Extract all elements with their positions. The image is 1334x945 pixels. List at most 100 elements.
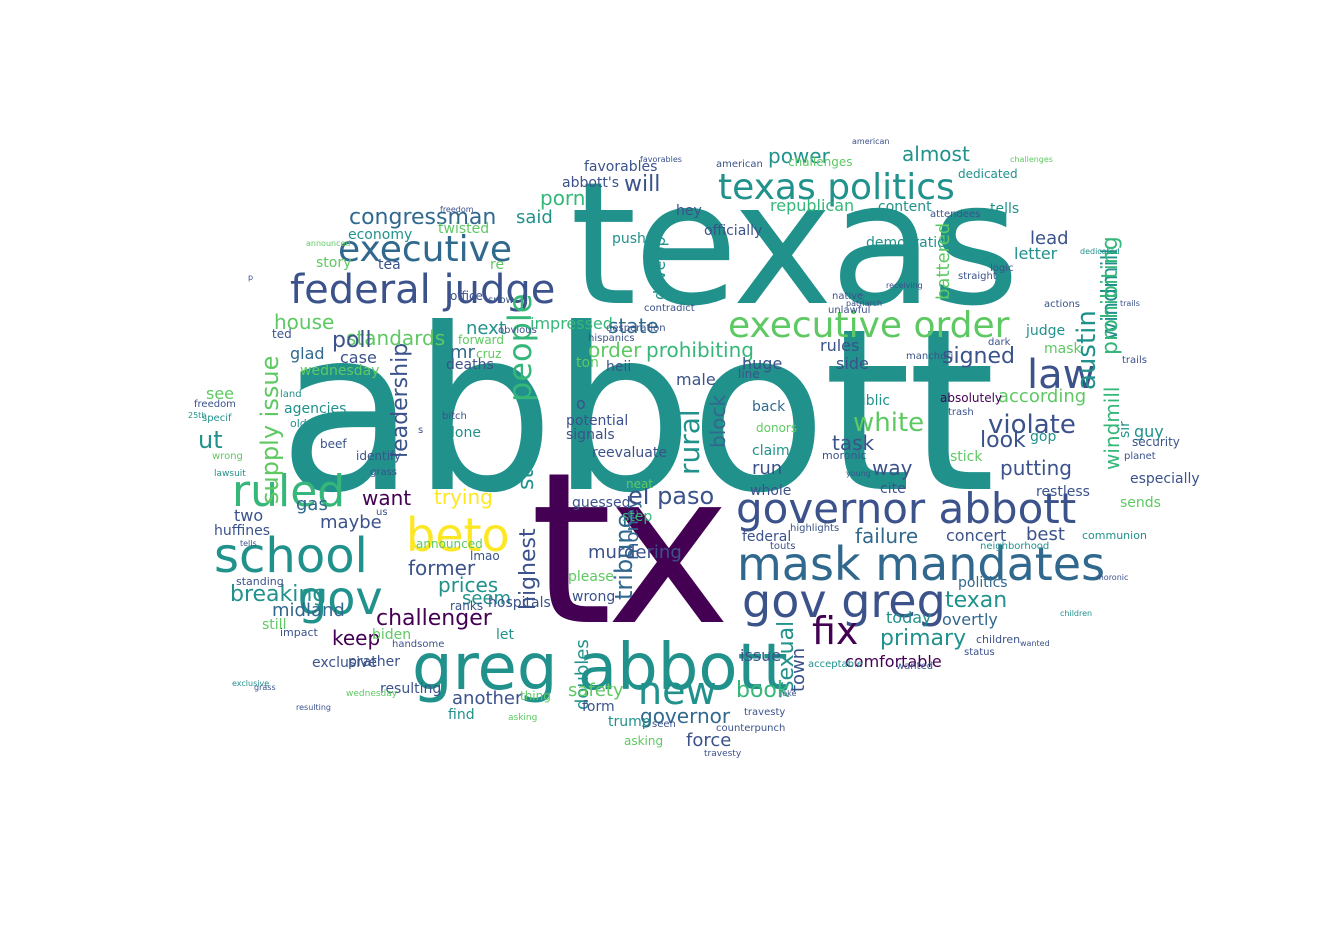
- cloud-word: el paso: [628, 482, 715, 510]
- cloud-word: force: [686, 730, 732, 751]
- cloud-word: governor abbott: [736, 484, 1077, 533]
- cloud-word: still: [262, 617, 287, 633]
- cloud-word: desperation: [606, 323, 666, 334]
- cloud-word: almost: [902, 142, 970, 166]
- cloud-word: today: [886, 608, 932, 627]
- cloud-word: huge: [742, 354, 783, 373]
- cloud-word: grass: [254, 683, 276, 692]
- cloud-word: tx: [530, 427, 731, 672]
- cloud-word: deaths: [446, 357, 494, 373]
- cloud-word: status: [964, 647, 995, 658]
- cloud-word: politics: [958, 575, 1008, 591]
- cloud-word: heii: [606, 359, 632, 375]
- cloud-word: challenges: [788, 155, 853, 169]
- cloud-word: restless: [1036, 484, 1090, 500]
- cloud-word: contradict: [644, 303, 695, 314]
- cloud-word: potential: [566, 413, 629, 429]
- cloud-word: young: [846, 469, 871, 478]
- cloud-word: receiving: [886, 281, 923, 290]
- cloud-word: want: [362, 486, 412, 510]
- cloud-word: s: [418, 425, 424, 436]
- cloud-word: texan: [945, 588, 1008, 613]
- cloud-word: please: [568, 569, 614, 585]
- cloud-word: mask: [1044, 341, 1082, 357]
- cloud-word: claims: [752, 443, 797, 459]
- cloud-word: absolutely: [940, 391, 1003, 405]
- cloud-word: handsome: [392, 639, 445, 650]
- cloud-word: task: [832, 431, 875, 455]
- cloud-word: line: [738, 367, 760, 381]
- cloud-word: 25th: [188, 411, 207, 420]
- cloud-word: concert: [946, 526, 1007, 545]
- cloud-word: republican: [770, 196, 855, 215]
- cloud-word: st: [514, 469, 539, 490]
- cloud-word: executive order: [728, 305, 1010, 346]
- cloud-word: democratic: [866, 235, 945, 251]
- cloud-word: power: [768, 144, 830, 168]
- cloud-word: case: [340, 348, 377, 367]
- cloud-word: land: [280, 389, 302, 400]
- cloud-word: ton: [576, 355, 599, 371]
- cloud-word: mask mandates: [737, 537, 1106, 591]
- cloud-word: wrong: [212, 451, 243, 462]
- cloud-word: neat: [626, 477, 654, 491]
- cloud-word: office: [450, 289, 483, 303]
- cloud-word: murdering: [588, 542, 682, 563]
- cloud-word: push: [612, 231, 646, 247]
- cloud-word: ted: [272, 327, 292, 341]
- cloud-word: poll: [332, 328, 372, 353]
- cloud-word: twisted: [438, 221, 490, 237]
- cloud-word: tells: [240, 539, 257, 548]
- cloud-word: look: [980, 428, 1026, 453]
- cloud-word: best: [1026, 524, 1065, 545]
- cloud-word: lmao: [470, 549, 500, 563]
- cloud-word: keep: [332, 626, 381, 650]
- cloud-word: trying: [434, 485, 493, 509]
- cloud-word: violate: [988, 410, 1076, 440]
- cloud-word: book: [736, 678, 790, 703]
- cloud-word: cite: [880, 481, 906, 497]
- cloud-word: wednesday: [300, 363, 380, 379]
- cloud-word: actions: [1044, 299, 1080, 310]
- cloud-word: hispanics: [588, 333, 635, 344]
- cloud-word: unlawful: [828, 305, 871, 316]
- cloud-word: state: [608, 314, 659, 338]
- cloud-word: counterpunch: [716, 723, 786, 734]
- cloud-word: will: [624, 172, 661, 197]
- cloud-word: reevaluate: [592, 445, 667, 461]
- cloud-word: prohibiting: [646, 338, 754, 362]
- cloud-word: tells: [990, 201, 1020, 217]
- cloud-word: us: [376, 507, 388, 518]
- cloud-word: whole: [750, 483, 792, 499]
- cloud-word: abbott: [278, 281, 996, 543]
- cloud-word: huffines: [214, 523, 271, 539]
- cloud-word: patriarch: [846, 299, 883, 308]
- cloud-word: straight: [958, 271, 997, 282]
- cloud-word: asking: [508, 713, 538, 723]
- cloud-word: dedicated: [958, 167, 1018, 181]
- cloud-word: develop: [650, 236, 669, 300]
- cloud-word: exclusive: [312, 655, 377, 671]
- cloud-word: neighborhood: [980, 541, 1050, 552]
- cloud-word: failure: [855, 524, 919, 548]
- cloud-word: impact: [280, 626, 318, 639]
- cloud-word: trump: [608, 714, 651, 730]
- cloud-word: seen: [652, 719, 676, 730]
- cloud-word: touts: [770, 541, 796, 552]
- cloud-word: resulting: [380, 681, 442, 697]
- cloud-word: travesty: [704, 749, 742, 759]
- cloud-word: highlights: [790, 523, 840, 534]
- cloud-word: prices: [438, 573, 499, 597]
- cloud-word: resulting: [296, 703, 332, 712]
- cloud-word: planet: [1124, 451, 1156, 462]
- cloud-word: moronic: [1096, 573, 1129, 582]
- cloud-word: content: [878, 199, 932, 215]
- cloud-word: abbott's: [562, 175, 620, 191]
- cloud-word: cruz: [476, 347, 502, 361]
- cloud-word: moronic: [822, 449, 867, 462]
- cloud-word: said: [516, 207, 553, 228]
- cloud-word: gov: [298, 571, 383, 625]
- cloud-word: signed: [942, 344, 1015, 369]
- cloud-word: security: [1132, 435, 1180, 449]
- cloud-word: fix: [812, 609, 859, 653]
